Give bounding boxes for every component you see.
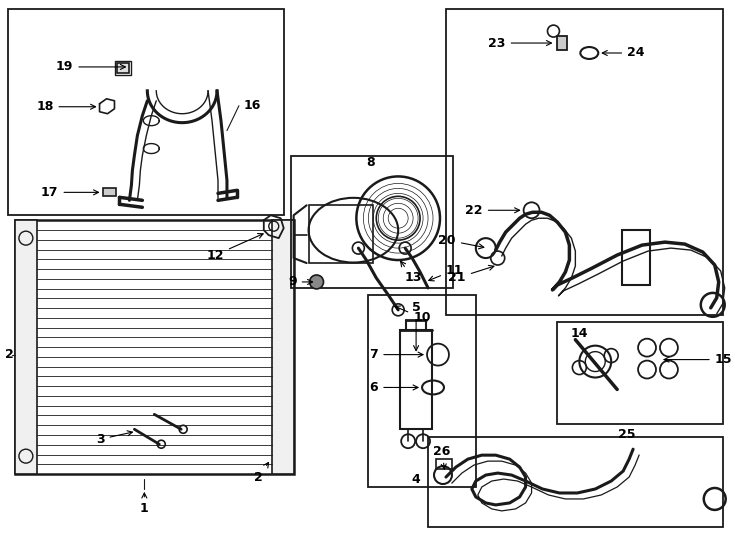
Bar bbox=[368, 295, 476, 487]
Bar bbox=[117, 63, 129, 73]
Text: 1: 1 bbox=[140, 493, 149, 515]
Bar bbox=[103, 188, 117, 197]
Text: 8: 8 bbox=[366, 156, 374, 169]
Text: 3: 3 bbox=[96, 431, 132, 445]
Text: 6: 6 bbox=[370, 381, 418, 394]
Text: 26: 26 bbox=[433, 444, 451, 469]
Bar bbox=[557, 36, 567, 50]
Bar bbox=[15, 220, 37, 474]
Bar bbox=[622, 230, 650, 285]
Bar bbox=[308, 205, 374, 263]
Bar bbox=[428, 437, 723, 527]
Text: 24: 24 bbox=[603, 46, 644, 59]
Text: 9: 9 bbox=[288, 275, 313, 288]
Bar bbox=[291, 156, 453, 288]
Text: 14: 14 bbox=[570, 327, 588, 340]
Text: 16: 16 bbox=[244, 99, 261, 112]
Text: 7: 7 bbox=[369, 348, 423, 361]
Text: 25: 25 bbox=[618, 428, 636, 441]
Text: 12: 12 bbox=[206, 233, 263, 261]
Text: 17: 17 bbox=[41, 186, 98, 199]
Text: 21: 21 bbox=[448, 265, 494, 285]
Text: 10: 10 bbox=[395, 306, 431, 325]
Text: 2: 2 bbox=[255, 462, 269, 483]
Text: 4: 4 bbox=[412, 472, 421, 485]
Text: 23: 23 bbox=[488, 37, 551, 50]
Bar bbox=[436, 459, 452, 469]
Bar bbox=[446, 9, 723, 315]
Text: 5: 5 bbox=[412, 301, 421, 350]
Bar bbox=[8, 9, 284, 215]
Text: 20: 20 bbox=[438, 234, 484, 249]
Bar bbox=[557, 322, 723, 424]
Bar bbox=[272, 220, 294, 474]
Bar bbox=[115, 61, 131, 75]
Text: 19: 19 bbox=[56, 60, 126, 73]
Text: 18: 18 bbox=[36, 100, 95, 113]
Text: 22: 22 bbox=[465, 204, 520, 217]
Circle shape bbox=[310, 275, 324, 289]
Text: 11: 11 bbox=[429, 264, 463, 281]
Bar bbox=[15, 220, 294, 474]
Text: 15: 15 bbox=[664, 353, 733, 366]
Text: 2: 2 bbox=[5, 348, 14, 361]
Text: 13: 13 bbox=[401, 261, 422, 285]
Bar bbox=[400, 330, 432, 429]
